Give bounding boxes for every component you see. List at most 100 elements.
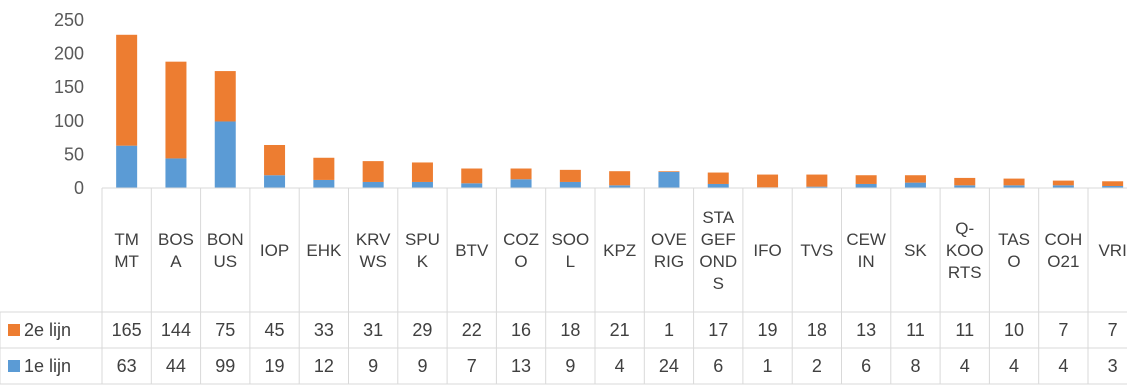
category-label-line: CEW bbox=[846, 230, 886, 249]
category-label-line: EHK bbox=[306, 241, 342, 260]
y-tick-label-0: 0 bbox=[74, 178, 84, 198]
table-cell-second-line-19: 7 bbox=[1058, 320, 1068, 340]
category-label-line: SK bbox=[904, 241, 927, 260]
category-label-7: BTV bbox=[455, 241, 489, 260]
bar-second-line-17 bbox=[954, 177, 976, 186]
table-cell-first-line-6: 9 bbox=[417, 356, 427, 376]
category-label-13: IFO bbox=[753, 241, 781, 260]
table-cell-first-line-18: 4 bbox=[1009, 356, 1019, 376]
table-cell-first-line-13: 1 bbox=[763, 356, 773, 376]
bar-second-line-10 bbox=[609, 171, 631, 186]
table-cell-second-line-7: 22 bbox=[462, 320, 482, 340]
table-cell-first-line-1: 44 bbox=[166, 356, 186, 376]
category-label-line: BOS bbox=[158, 230, 194, 249]
bar-second-line-19 bbox=[1052, 180, 1074, 186]
bar-first-line-12 bbox=[707, 183, 729, 188]
category-label-line: S bbox=[713, 274, 724, 293]
table-cell-second-line-17: 11 bbox=[955, 320, 974, 340]
bar-first-line-8 bbox=[510, 179, 532, 188]
table-cell-second-line-10: 21 bbox=[610, 320, 630, 340]
legend-swatch-first-line bbox=[8, 360, 20, 372]
category-label-14: TVS bbox=[800, 241, 833, 260]
table-cell-second-line-3: 45 bbox=[265, 320, 285, 340]
category-label-8: COZ O bbox=[503, 230, 539, 271]
table-cell-first-line-11: 24 bbox=[659, 356, 679, 376]
bar-first-line-0 bbox=[116, 145, 138, 188]
bar-second-line-6 bbox=[411, 162, 433, 182]
table-cell-first-line-2: 99 bbox=[215, 356, 235, 376]
category-label-line: WS bbox=[359, 252, 386, 271]
category-label-line: GEF bbox=[701, 230, 736, 249]
category-label-line: COZ bbox=[503, 230, 539, 249]
category-label-10: KPZ bbox=[603, 241, 636, 260]
category-label-line: KOO bbox=[946, 241, 984, 260]
bar-second-line-8 bbox=[510, 168, 532, 180]
bar-second-line-2 bbox=[214, 71, 236, 122]
category-label-1: BOS A bbox=[158, 230, 194, 271]
category-label-17: Q- KOO RTS bbox=[946, 219, 984, 282]
category-label-line: O bbox=[1007, 252, 1020, 271]
bar-first-line-3 bbox=[264, 175, 286, 188]
table-cell-first-line-14: 2 bbox=[812, 356, 822, 376]
bar-first-line-19 bbox=[1052, 185, 1074, 188]
bar-first-line-4 bbox=[313, 179, 335, 188]
bar-second-line-0 bbox=[116, 34, 138, 146]
bar-first-line-7 bbox=[461, 183, 483, 188]
table-cell-first-line-16: 8 bbox=[910, 356, 920, 376]
table-cell-first-line-19: 4 bbox=[1058, 356, 1068, 376]
table-cell-second-line-6: 29 bbox=[412, 320, 432, 340]
table-cell-second-line-20: 7 bbox=[1108, 320, 1118, 340]
category-label-11: OVE RIG bbox=[651, 230, 687, 271]
category-label-line: O bbox=[514, 252, 527, 271]
category-label-line: STA bbox=[702, 208, 734, 227]
category-label-line: BON bbox=[207, 230, 244, 249]
category-label-line: KPZ bbox=[603, 241, 636, 260]
category-label-20: VRI bbox=[1098, 241, 1126, 260]
data-table: TM MT BOS A BON US IOP EHK KRV WS SPU K BTV COZ O SOO L K… bbox=[0, 187, 1127, 385]
table-cell-first-line-10: 4 bbox=[615, 356, 625, 376]
bar-second-line-12 bbox=[707, 172, 729, 184]
legend-swatch-second-line bbox=[8, 324, 20, 336]
table-cell-first-line-3: 19 bbox=[265, 356, 285, 376]
bar-second-line-16 bbox=[904, 175, 926, 183]
table-cell-first-line-4: 12 bbox=[314, 356, 334, 376]
bar-first-line-5 bbox=[362, 181, 384, 188]
legend-label-second-line: 2e lijn bbox=[24, 320, 71, 340]
bar-second-line-20 bbox=[1102, 181, 1124, 186]
bar-first-line-16 bbox=[904, 182, 926, 188]
bar-first-line-20 bbox=[1102, 185, 1124, 188]
table-cell-second-line-0: 165 bbox=[112, 320, 142, 340]
category-label-9: SOO L bbox=[551, 230, 589, 271]
category-label-3: IOP bbox=[260, 241, 289, 260]
bars bbox=[116, 34, 1124, 188]
bar-first-line-15 bbox=[855, 183, 877, 188]
category-label-18: TAS O bbox=[998, 230, 1030, 271]
category-label-line: L bbox=[566, 252, 575, 271]
category-label-2: BON US bbox=[207, 230, 244, 271]
category-label-5: KRV WS bbox=[356, 230, 391, 271]
category-label-line: KRV bbox=[356, 230, 391, 249]
table-cell-first-line-15: 6 bbox=[861, 356, 871, 376]
bar-first-line-18 bbox=[1003, 185, 1025, 188]
table-cell-second-line-13: 19 bbox=[758, 320, 778, 340]
bar-first-line-10 bbox=[609, 185, 631, 188]
category-label-line: RIG bbox=[654, 252, 684, 271]
bar-second-line-3 bbox=[264, 144, 286, 176]
table-cell-second-line-2: 75 bbox=[215, 320, 235, 340]
bar-second-line-4 bbox=[313, 157, 335, 180]
table-cell-first-line-9: 9 bbox=[565, 356, 575, 376]
table-cell-first-line-12: 6 bbox=[713, 356, 723, 376]
category-label-line: K bbox=[417, 252, 429, 271]
table-cell-second-line-5: 31 bbox=[363, 320, 383, 340]
category-label-15: CEW IN bbox=[846, 230, 886, 271]
table-cell-second-line-11: 1 bbox=[664, 320, 674, 340]
table-cell-first-line-17: 4 bbox=[960, 356, 970, 376]
table-cell-second-line-1: 144 bbox=[161, 320, 191, 340]
category-label-line: COH bbox=[1044, 230, 1082, 249]
bar-second-line-14 bbox=[806, 174, 828, 187]
category-label-line: TAS bbox=[998, 230, 1030, 249]
table-cell-second-line-16: 11 bbox=[906, 320, 925, 340]
table-cell-second-line-12: 17 bbox=[708, 320, 728, 340]
category-label-line: IFO bbox=[753, 241, 781, 260]
